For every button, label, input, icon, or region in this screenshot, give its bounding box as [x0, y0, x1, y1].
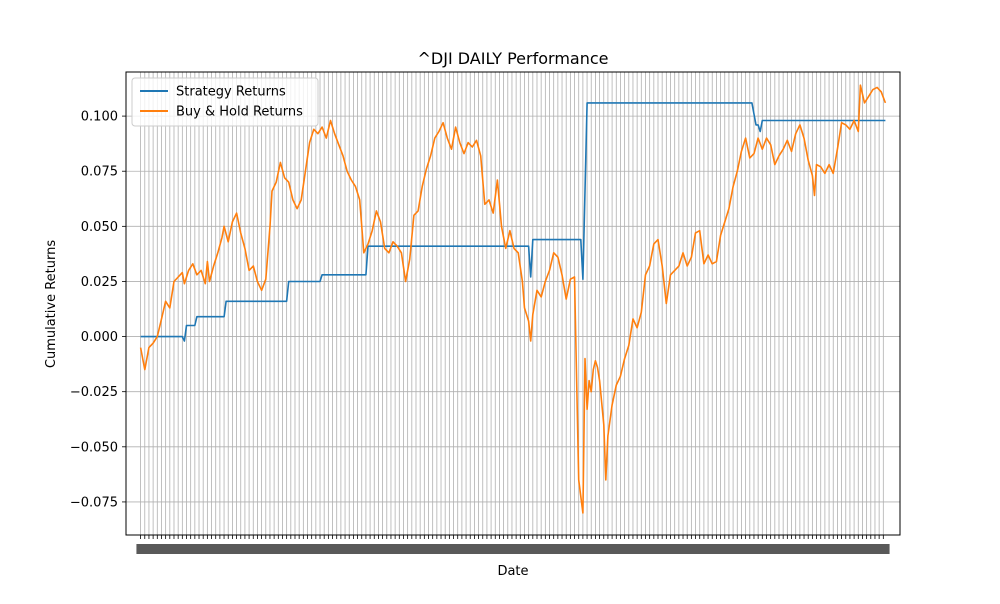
x-tick-labels-overlapped	[136, 544, 890, 554]
y-tick-label: 0.075	[81, 165, 118, 180]
x-axis-ticks	[136, 535, 890, 554]
strategy-returns-line	[140, 102, 886, 342]
x-axis-label: Date	[497, 564, 528, 579]
y-tick-label: 0.050	[81, 220, 118, 235]
y-gridlines	[126, 115, 900, 503]
series-layer	[139, 84, 887, 514]
legend-label-buyhold: Buy & Hold Returns	[176, 105, 303, 120]
y-axis-ticks: −0.075 −0.050 −0.025 0.000 0.025 0.050 0.075 0.…	[70, 110, 126, 510]
legend-box	[131, 77, 319, 127]
y-axis-label: Cumulative Returns	[44, 240, 59, 368]
legend: Strategy Returns Buy & Hold Returns	[131, 77, 319, 127]
y-tick-label: −0.075	[70, 495, 118, 510]
y-tick-label: 0.000	[81, 330, 118, 345]
plot-frame	[125, 71, 901, 536]
buy-hold-returns-line	[139, 84, 887, 514]
y-tick-label: 0.025	[81, 275, 118, 290]
y-tick-label: −0.025	[70, 385, 118, 400]
chart-title: ^DJI DAILY Performance	[418, 49, 609, 68]
y-tick-label: 0.100	[81, 110, 118, 125]
x-gridlines	[140, 72, 884, 535]
legend-label-strategy: Strategy Returns	[176, 85, 286, 100]
y-tick-label: −0.050	[70, 440, 118, 455]
